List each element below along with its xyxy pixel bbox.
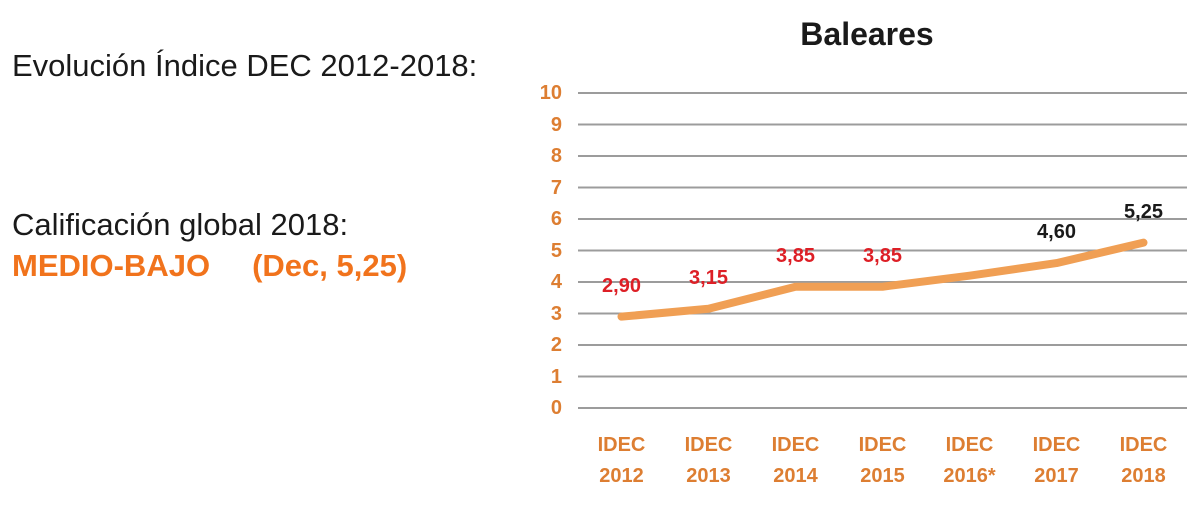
y-tick-6: 6 xyxy=(550,208,562,230)
x-label-line2: 2013 xyxy=(686,465,731,487)
heading-calificacion-global: Calificación global 2018: xyxy=(12,207,349,242)
y-tick-0: 0 xyxy=(550,397,562,419)
gridlines xyxy=(578,92,1187,409)
rating-value: MEDIO-BAJO xyxy=(12,248,211,283)
x-label-line1: IDEC xyxy=(771,434,820,456)
data-label-2014: 3,85 xyxy=(776,244,815,267)
dec-index-line xyxy=(617,238,1148,321)
x-label-line2: 2012 xyxy=(599,465,644,487)
data-label-2015: 3,85 xyxy=(863,244,902,267)
y-tick-10: 10 xyxy=(539,82,562,104)
x-label-idec-2018: IDEC 2018 xyxy=(1099,430,1189,492)
data-label-2017: 4,60 xyxy=(1037,221,1076,244)
x-label-idec-2017: IDEC 2017 xyxy=(1012,430,1102,492)
x-label-idec-2016: IDEC 2016* xyxy=(925,430,1015,492)
y-tick-4: 4 xyxy=(550,271,562,293)
x-label-idec-2015: IDEC 2015 xyxy=(838,430,928,492)
y-tick-8: 8 xyxy=(550,145,562,167)
x-label-idec-2014: IDEC 2014 xyxy=(751,430,841,492)
x-label-line1: IDEC xyxy=(684,434,733,456)
rating-line: MEDIO-BAJO (Dec, 5,25) xyxy=(12,248,407,284)
chart-title: Baleares xyxy=(800,16,934,52)
data-label-2013: 3,15 xyxy=(689,266,728,289)
x-label-idec-2012: IDEC 2012 xyxy=(577,430,667,492)
y-tick-3: 3 xyxy=(550,302,562,325)
y-tick-7: 7 xyxy=(550,176,562,199)
x-label-line1: IDEC xyxy=(1119,434,1168,456)
x-label-line1: IDEC xyxy=(1032,434,1081,456)
x-label-line1: IDEC xyxy=(597,434,646,456)
y-tick-9: 9 xyxy=(550,113,562,136)
data-label-2012: 2,90 xyxy=(602,274,641,297)
x-label-line2: 2015 xyxy=(860,465,905,487)
heading-evolucion-indice: Evolución Índice DEC 2012-2018: xyxy=(12,48,478,83)
rating-detail: (Dec, 5,25) xyxy=(252,248,408,283)
x-label-line2: 2017 xyxy=(1034,465,1079,487)
x-label-line1: IDEC xyxy=(945,434,994,456)
x-label-line2: 2016* xyxy=(943,465,996,487)
y-tick-1: 1 xyxy=(550,365,562,388)
x-label-line1: IDEC xyxy=(858,434,907,456)
x-label-idec-2013: IDEC 2013 xyxy=(664,430,754,492)
y-tick-2: 2 xyxy=(550,334,562,356)
x-label-line2: 2018 xyxy=(1121,465,1166,487)
y-tick-5: 5 xyxy=(550,239,562,262)
x-label-line2: 2014 xyxy=(773,465,818,487)
data-label-2018: 5,25 xyxy=(1124,200,1163,223)
